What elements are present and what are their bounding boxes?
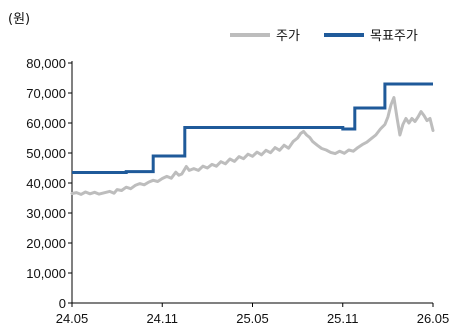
y-tick-label: 60,000 (26, 116, 66, 131)
y-tick-label: 40,000 (26, 176, 66, 191)
x-tick-label: 24.05 (56, 311, 89, 326)
y-tick-label: 0 (59, 296, 66, 311)
legend: 주가 목표주가 (230, 29, 418, 44)
x-tick-label: 26.05 (417, 311, 450, 326)
y-tick-label: 50,000 (26, 146, 66, 161)
y-unit-label: (원) (8, 12, 30, 27)
x-tick-label: 24.11 (146, 311, 178, 326)
y-tick-label: 20,000 (26, 236, 66, 251)
price-series-line (70, 96, 435, 196)
y-tick-label: 30,000 (26, 206, 66, 221)
y-tick-label: 80,000 (26, 56, 66, 71)
axes: 0 10,000 20,000 30,000 40,000 50,000 60,000 70,… (26, 56, 449, 326)
series-lines (70, 82, 435, 196)
y-tick-label: 10,000 (26, 266, 66, 281)
target-price-series-line (72, 82, 433, 174)
x-tick-label: 25.11 (327, 311, 359, 326)
x-tick-label: 25.05 (236, 311, 269, 326)
legend-label-price: 주가 (276, 29, 300, 44)
legend-label-target: 목표주가 (370, 29, 418, 44)
y-tick-label: 70,000 (26, 86, 66, 101)
